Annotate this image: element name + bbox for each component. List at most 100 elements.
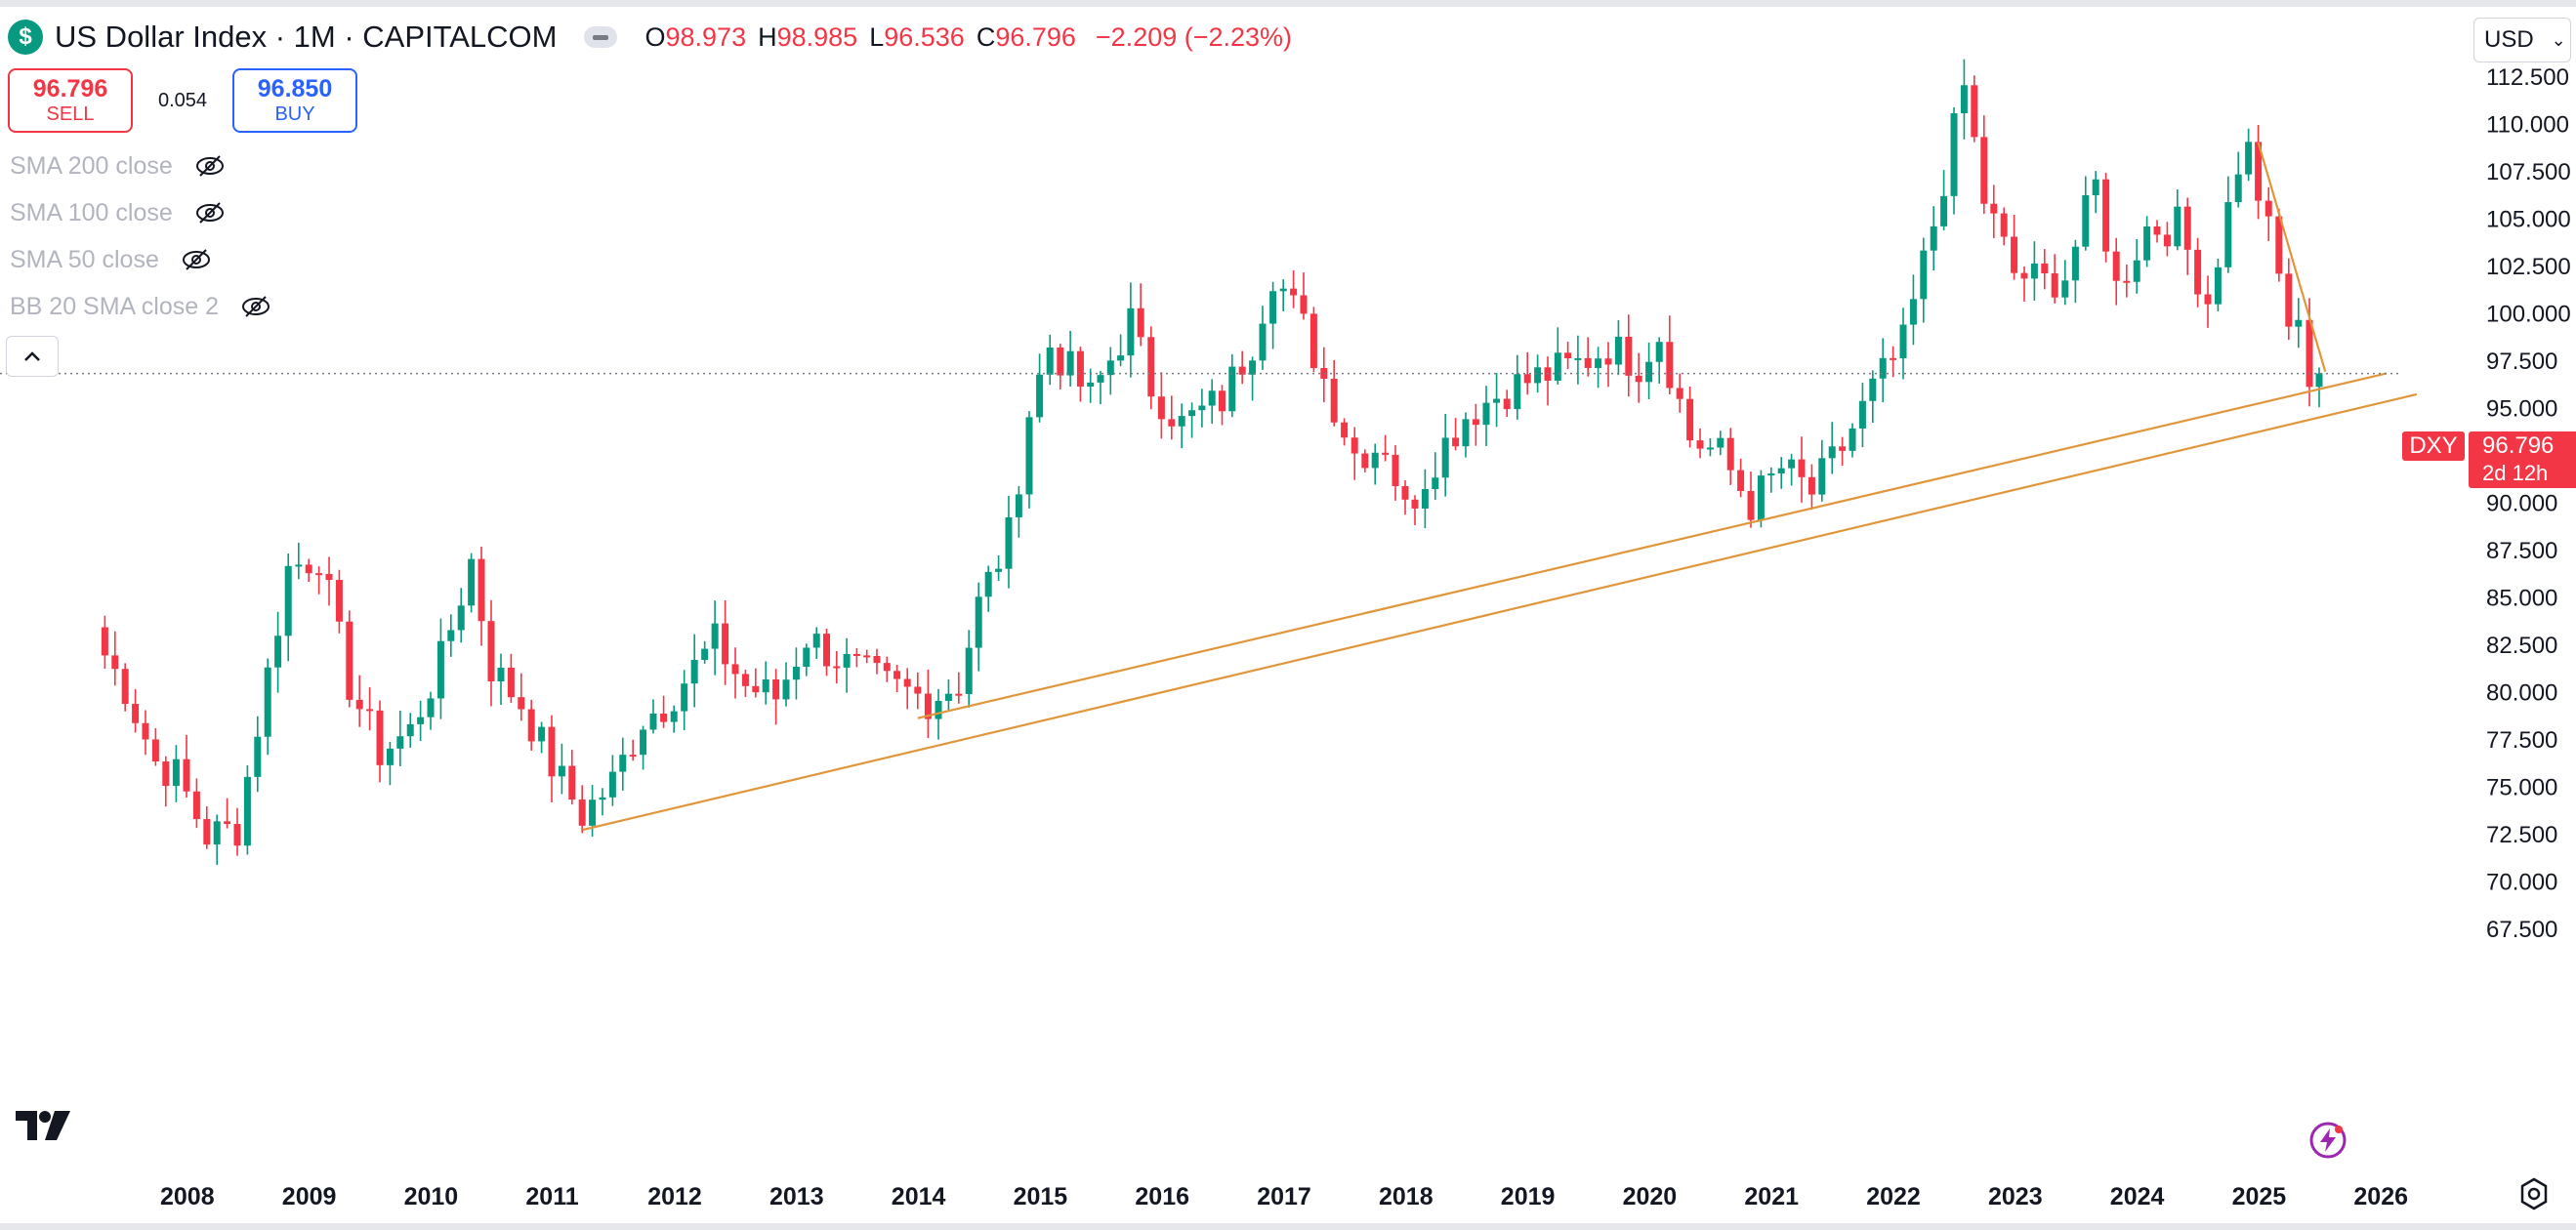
candle-body bbox=[1726, 437, 1734, 471]
eye-crossed-icon[interactable] bbox=[181, 248, 212, 271]
eye-crossed-icon[interactable] bbox=[240, 295, 271, 318]
candle-body bbox=[254, 736, 262, 777]
candle-body bbox=[1839, 446, 1847, 451]
symbol-title[interactable]: US Dollar Index · 1M · CAPITALCOM bbox=[55, 20, 558, 54]
candle-body bbox=[1208, 390, 1216, 406]
indicator-sma-50[interactable]: SMA 50 close bbox=[10, 238, 212, 281]
indicator-bb-20[interactable]: BB 20 SMA close 2 bbox=[10, 285, 271, 328]
price-tick-label: 70.000 bbox=[2486, 870, 2557, 896]
indicator-sma-200[interactable]: SMA 200 close bbox=[10, 144, 226, 187]
time-tick-label: 2020 bbox=[1623, 1183, 1678, 1210]
candle-body bbox=[1807, 476, 1815, 495]
candle-body bbox=[2143, 226, 2151, 261]
time-tick-label: 2021 bbox=[1744, 1183, 1799, 1210]
candle-body bbox=[213, 821, 221, 845]
candle-body bbox=[305, 564, 312, 574]
candle-body bbox=[183, 758, 190, 792]
buy-button[interactable]: 96.850 BUY bbox=[232, 68, 357, 133]
candle-body bbox=[1686, 398, 1694, 441]
candle-body bbox=[1523, 374, 1531, 384]
candle-body bbox=[975, 596, 982, 648]
collapse-legend-button[interactable] bbox=[6, 336, 59, 377]
candle-body bbox=[1218, 390, 1226, 412]
candle-body bbox=[1411, 499, 1419, 509]
time-tick-label: 2016 bbox=[1135, 1183, 1189, 1210]
candle-body bbox=[629, 755, 637, 758]
candle-body bbox=[1228, 366, 1236, 412]
candle-body bbox=[670, 711, 678, 722]
time-tick-label: 2019 bbox=[1501, 1183, 1556, 1210]
candle-body bbox=[101, 627, 108, 656]
candle-body bbox=[457, 605, 465, 631]
candle-body bbox=[1147, 337, 1155, 397]
indicator-label: BB 20 SMA close 2 bbox=[10, 292, 220, 320]
candle-body bbox=[325, 574, 333, 581]
trendline bbox=[2257, 142, 2327, 372]
time-tick-label: 2009 bbox=[282, 1183, 337, 1210]
currency-value: USD bbox=[2484, 26, 2534, 53]
price-tick-label: 72.500 bbox=[2486, 822, 2557, 848]
candle-body bbox=[1249, 360, 1257, 375]
candle-body bbox=[608, 771, 616, 798]
candle-body bbox=[640, 729, 647, 756]
price-tick-label: 80.000 bbox=[2486, 680, 2557, 707]
candle-body bbox=[487, 621, 495, 682]
candle-body bbox=[1198, 405, 1206, 411]
candle-body bbox=[782, 679, 790, 700]
price-tick-label: 90.000 bbox=[2486, 491, 2557, 517]
time-axis: 2008 2009 2010 2011 2012 2013 2014 2015 2016 2017… bbox=[160, 1183, 2408, 1210]
candle-body bbox=[2255, 142, 2263, 201]
candle-body bbox=[2264, 200, 2272, 217]
symbol-price-tag: DXY bbox=[2402, 431, 2465, 461]
candle-body bbox=[2306, 319, 2313, 388]
candle-body bbox=[1300, 295, 1308, 314]
candle-body bbox=[2000, 213, 2008, 237]
indicator-sma-100[interactable]: SMA 100 close bbox=[10, 191, 226, 234]
candle-body bbox=[690, 659, 698, 684]
lightning-icon[interactable] bbox=[2308, 1121, 2347, 1160]
candle-body bbox=[1117, 355, 1125, 361]
candle-body bbox=[883, 663, 891, 672]
market-status-icon[interactable] bbox=[584, 26, 618, 48]
candle-body bbox=[2030, 263, 2038, 279]
candle-body bbox=[903, 678, 911, 687]
candle-body bbox=[752, 685, 760, 693]
candle-body bbox=[203, 819, 211, 845]
time-tick-label: 2012 bbox=[647, 1183, 702, 1210]
candle-body bbox=[722, 623, 729, 665]
eye-crossed-icon[interactable] bbox=[194, 201, 226, 225]
trendline bbox=[917, 372, 2387, 719]
candle-body bbox=[1361, 453, 1369, 469]
sell-price: 96.796 bbox=[32, 75, 108, 102]
candle-body bbox=[1971, 85, 1978, 138]
candle-body bbox=[295, 564, 303, 567]
candle-body bbox=[468, 558, 476, 606]
candle-body bbox=[1076, 350, 1084, 388]
candle-body bbox=[2041, 263, 2049, 273]
tradingview-logo-icon[interactable] bbox=[16, 1109, 76, 1142]
candle-body bbox=[2204, 294, 2212, 305]
candle-body bbox=[1828, 446, 1836, 459]
gear-icon[interactable] bbox=[2517, 1177, 2551, 1210]
candle-body bbox=[589, 800, 597, 826]
price-tick-label: 85.000 bbox=[2486, 586, 2557, 612]
candle-body bbox=[1930, 226, 1937, 251]
candle-body bbox=[224, 821, 231, 825]
candle-body bbox=[1940, 195, 1948, 226]
currency-selector[interactable]: USD ⌄ bbox=[2473, 18, 2571, 62]
price-tick-label: 107.500 bbox=[2486, 159, 2571, 185]
candle-body bbox=[833, 666, 841, 669]
candle-body bbox=[1920, 250, 1928, 300]
candle-body bbox=[995, 568, 1003, 572]
sell-button[interactable]: 96.796 SELL bbox=[8, 68, 133, 133]
symbol-legend: $ US Dollar Index · 1M · CAPITALCOM O98.… bbox=[8, 14, 1292, 61]
eye-crossed-icon[interactable] bbox=[194, 154, 226, 178]
time-tick-label: 2023 bbox=[1988, 1183, 2043, 1210]
candle-body bbox=[478, 558, 485, 622]
candle-body bbox=[1441, 437, 1449, 478]
buy-label: BUY bbox=[274, 103, 315, 125]
candle-body bbox=[274, 636, 282, 668]
top-border bbox=[0, 0, 2576, 7]
candle-body bbox=[1849, 428, 1856, 451]
